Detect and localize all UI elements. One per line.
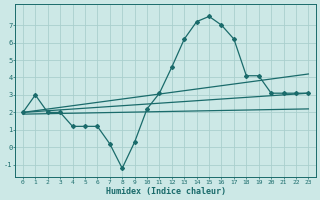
X-axis label: Humidex (Indice chaleur): Humidex (Indice chaleur) [106,187,226,196]
